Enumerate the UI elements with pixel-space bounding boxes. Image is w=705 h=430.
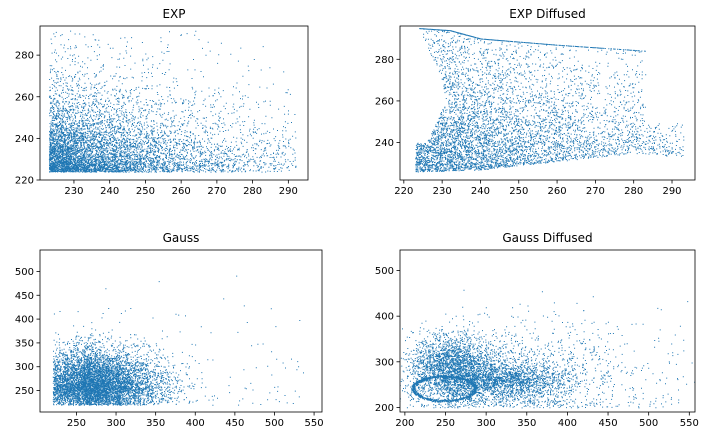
x-tick-label: 270 [207,186,226,197]
chart-title: Gauss [163,231,200,245]
y-tick-label: 300 [15,362,34,373]
x-tick-label: 400 [186,418,205,429]
x-tick-label: 280 [624,186,643,197]
x-tick-label: 270 [586,186,605,197]
scatter-series [415,28,685,173]
y-tick-label: 350 [15,338,34,349]
x-tick-label: 550 [680,418,699,429]
x-tick-label: 550 [305,418,324,429]
y-tick-label: 260 [15,92,34,103]
y-tick-label: 500 [375,266,394,277]
x-tick-label: 230 [433,186,452,197]
y-tick-label: 260 [375,96,394,107]
y-tick-label: 240 [375,138,394,149]
chart-title: Gauss Diffused [502,231,592,245]
x-tick-label: 200 [395,418,414,429]
axes-frame [399,25,696,181]
x-tick-label: 300 [106,418,125,429]
scatter-series [48,30,297,173]
x-tick-label: 290 [279,186,298,197]
x-tick-label: 230 [64,186,83,197]
scatter-points [400,289,695,409]
y-tick-label: 200 [375,403,394,414]
x-tick-label: 450 [598,418,617,429]
y-tick-label: 250 [15,386,34,397]
x-tick-label: 260 [548,186,567,197]
x-tick-label: 250 [67,418,86,429]
axes-frame [39,25,309,181]
x-tick-label: 500 [265,418,284,429]
y-tick-label: 400 [15,315,34,326]
x-tick-label: 250 [436,418,455,429]
x-tick-label: 240 [471,186,490,197]
y-tick-label: 240 [15,134,34,145]
scatter-points [415,28,685,173]
chart-panel-3: Gauss 250 300 350 400 450 500 550 250 300 350 400 45… [15,231,324,429]
y-tick-label: 450 [15,291,34,302]
x-tick-label: 260 [172,186,191,197]
x-tick-label: 350 [146,418,165,429]
x-tick-label: 240 [100,186,119,197]
x-tick-label: 280 [243,186,262,197]
x-tick-label: 290 [662,186,681,197]
x-tick-label: 350 [517,418,536,429]
y-tick-label: 400 [375,312,394,323]
axes-frame [399,249,696,413]
y-tick-label: 220 [15,176,34,187]
chart-panel-1: EXP 230 240 250 260 270 280 290 220 240 260 280 [15,7,309,197]
chart-title: EXP Diffused [509,7,586,21]
y-tick-label: 300 [375,357,394,368]
x-tick-label: 300 [477,418,496,429]
chart-title: EXP [162,7,185,21]
x-tick-label: 500 [639,418,658,429]
y-tick-label: 280 [15,51,34,62]
x-tick-label: 400 [558,418,577,429]
x-tick-label: 250 [509,186,528,197]
x-tick-label: 450 [225,418,244,429]
chart-panel-2: EXP Diffused 220 230 240 250 260 270 280 290 240 2… [375,7,696,197]
y-tick-label: 500 [15,267,34,278]
scatter-points [52,275,305,406]
scatter-points [48,30,297,173]
y-tick-label: 280 [375,55,394,66]
scatter-series [400,289,695,409]
scatter-series [52,275,305,406]
axes-frame [39,249,323,413]
x-tick-label: 220 [394,186,413,197]
x-tick-label: 250 [136,186,155,197]
chart-panel-4: Gauss Diffused 200 250 300 350 400 450 500 550 20… [375,231,699,429]
